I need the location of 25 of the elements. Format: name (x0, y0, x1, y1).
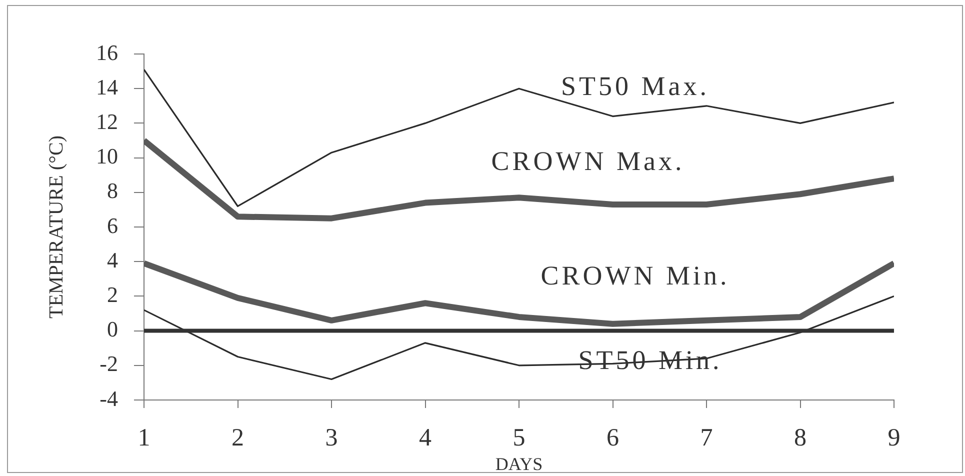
x-tick-label: 5 (512, 424, 526, 452)
x-tick-label: 7 (700, 424, 713, 452)
y-tick-label: 12 (96, 108, 118, 134)
y-tick-label: 10 (96, 144, 118, 169)
series-label: CROWN Max. (491, 146, 685, 176)
series-label: ST50 Max. (561, 71, 710, 101)
x-tick-label: 6 (606, 424, 619, 452)
series-label: CROWN Min. (540, 260, 730, 290)
y-tick-label: -4 (100, 386, 118, 411)
x-tick-label: 4 (419, 424, 432, 452)
x-tick-label: 8 (794, 424, 806, 452)
y-tick-label: 2 (107, 282, 118, 307)
y-tick-label: 16 (96, 40, 118, 65)
y-tick-label: -2 (100, 351, 118, 376)
y-tick-label: 6 (107, 212, 118, 238)
y-tick-label: 4 (107, 247, 118, 272)
y-axis-title: TEMPERATURE (°C) (45, 136, 68, 318)
y-tick-label: 14 (96, 74, 118, 100)
x-tick-label: 2 (232, 424, 244, 452)
x-tick-label: 1 (138, 424, 150, 452)
y-tick-label: 8 (107, 178, 118, 204)
x-tick-label: 3 (325, 424, 338, 452)
x-tick-label: 9 (888, 424, 900, 452)
y-tick-label: 0 (107, 316, 118, 342)
x-axis-title: DAYS (495, 454, 543, 474)
